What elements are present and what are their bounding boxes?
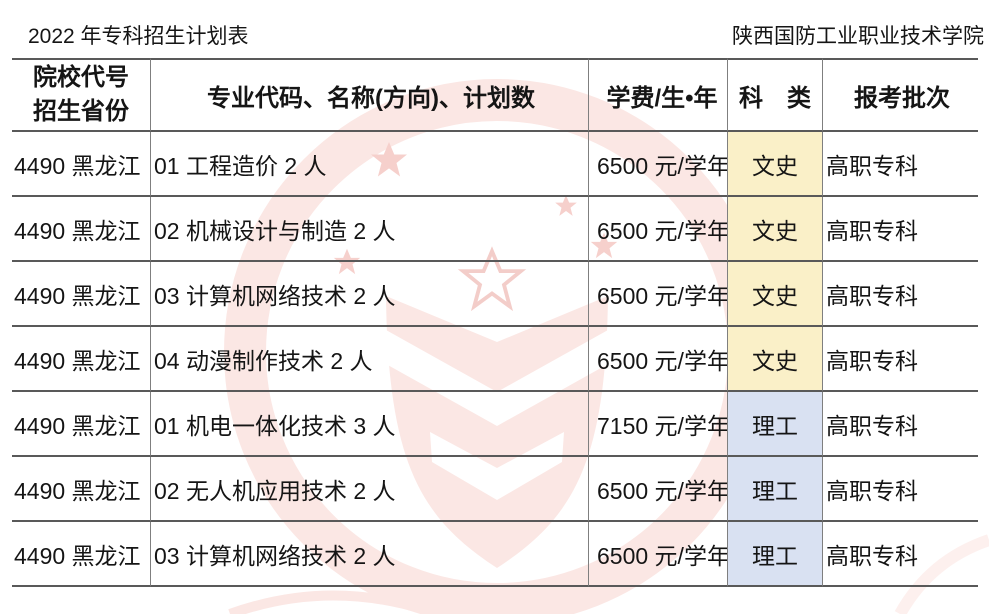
emblem-ribbon-right [894, 534, 989, 614]
tuition: 6500 元/学年 [588, 522, 727, 587]
major-plan: 01 工程造价 2 人 [150, 132, 588, 197]
header-college-code-line1: 院校代号 [33, 64, 129, 91]
tuition: 7150 元/学年 [588, 392, 727, 457]
category: 理工 [727, 522, 822, 587]
table-row: 4490 黑龙江 03 计算机网络技术 2 人 6500 元/学年 文史 高职专… [12, 262, 978, 327]
tuition: 6500 元/学年 [588, 197, 727, 262]
college-code-province: 4490 黑龙江 [12, 457, 150, 522]
major-plan: 03 计算机网络技术 2 人 [150, 522, 588, 587]
table-row: 4490 黑龙江 02 机械设计与制造 2 人 6500 元/学年 文史 高职专… [12, 197, 978, 262]
tuition: 6500 元/学年 [588, 132, 727, 197]
category: 文史 [727, 327, 822, 392]
major-plan: 03 计算机网络技术 2 人 [150, 262, 588, 327]
header-category: 科 类 [727, 58, 822, 132]
major-plan: 02 无人机应用技术 2 人 [150, 457, 588, 522]
emblem-chevron-2 [430, 432, 564, 500]
table-row: 4490 黑龙江 02 无人机应用技术 2 人 6500 元/学年 理工 高职专… [12, 457, 978, 522]
college-name: 陕西国防工业职业技术学院 [732, 25, 984, 48]
page-title: 2022 年专科招生计划表 [28, 25, 249, 48]
major-plan: 04 动漫制作技术 2 人 [150, 327, 588, 392]
college-code-province: 4490 黑龙江 [12, 522, 150, 587]
major-plan: 02 机械设计与制造 2 人 [150, 197, 588, 262]
category: 理工 [727, 392, 822, 457]
table-header-row: 院校代号 招生省份 专业代码、名称(方向)、计划数 学费/生•年 科 类 报考批… [12, 58, 978, 132]
batch: 高职专科 [822, 392, 978, 457]
table-row: 4490 黑龙江 04 动漫制作技术 2 人 6500 元/学年 文史 高职专科 [12, 327, 978, 392]
header-batch: 报考批次 [822, 58, 978, 132]
header-college-code-line2: 招生省份 [33, 98, 129, 125]
college-code-province: 4490 黑龙江 [12, 262, 150, 327]
college-code-province: 4490 黑龙江 [12, 392, 150, 457]
emblem-chevron-1 [386, 330, 608, 426]
table-row: 4490 黑龙江 01 工程造价 2 人 6500 元/学年 文史 高职专科 [12, 132, 978, 197]
batch: 高职专科 [822, 522, 978, 587]
college-code-province: 4490 黑龙江 [12, 132, 150, 197]
table-row: 4490 黑龙江 01 机电一体化技术 3 人 7150 元/学年 理工 高职专… [12, 392, 978, 457]
category: 文史 [727, 262, 822, 327]
category: 理工 [727, 457, 822, 522]
tuition: 6500 元/学年 [588, 457, 727, 522]
table-row: 4490 黑龙江 03 计算机网络技术 2 人 6500 元/学年 理工 高职专… [12, 522, 978, 587]
titlebar: 2022 年专科招生计划表 陕西国防工业职业技术学院 [28, 22, 984, 48]
college-code-province: 4490 黑龙江 [12, 197, 150, 262]
header-major: 专业代码、名称(方向)、计划数 [150, 58, 588, 132]
batch: 高职专科 [822, 327, 978, 392]
tuition: 6500 元/学年 [588, 262, 727, 327]
emblem-ribbon [228, 590, 434, 614]
tuition: 6500 元/学年 [588, 327, 727, 392]
batch: 高职专科 [822, 262, 978, 327]
enrollment-plan-table: 院校代号 招生省份 专业代码、名称(方向)、计划数 学费/生•年 科 类 报考批… [12, 58, 978, 587]
header-college-code: 院校代号 招生省份 [12, 58, 150, 132]
batch: 高职专科 [822, 197, 978, 262]
major-plan: 01 机电一体化技术 3 人 [150, 392, 588, 457]
category: 文史 [727, 132, 822, 197]
batch: 高职专科 [822, 132, 978, 197]
college-code-province: 4490 黑龙江 [12, 327, 150, 392]
header-tuition: 学费/生•年 [588, 58, 727, 132]
category: 文史 [727, 197, 822, 262]
batch: 高职专科 [822, 457, 978, 522]
emblem-star-main [457, 246, 527, 312]
